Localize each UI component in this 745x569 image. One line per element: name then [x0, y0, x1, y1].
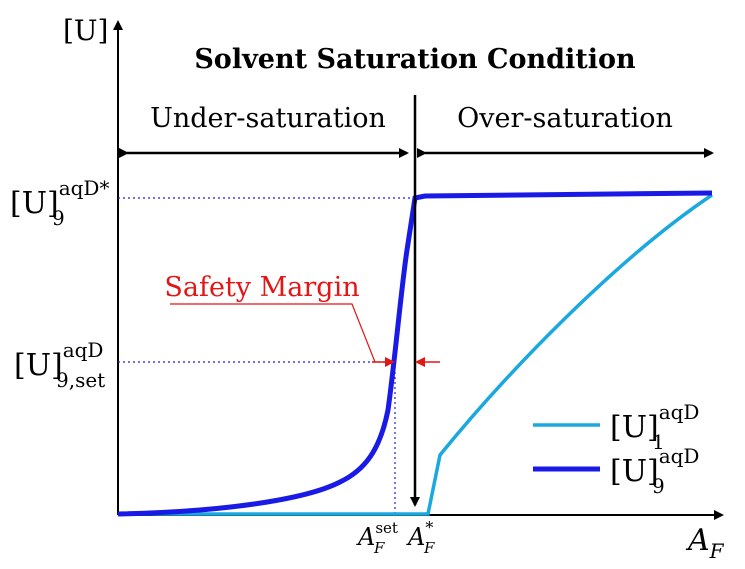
legend-series-u9-label: [U]aqD 9: [610, 444, 699, 498]
x-axis-label: AF: [685, 523, 725, 563]
y-axis-label: [U]: [63, 14, 108, 47]
over-saturation-label: Over-saturation: [457, 103, 673, 134]
chart-title: Solvent Saturation Condition: [194, 44, 636, 75]
xtick-setpoint-label: Aset F: [356, 519, 398, 557]
series-u1-curve: [118, 193, 713, 516]
safety-margin-leader: [170, 303, 376, 363]
under-saturation-label: Under-saturation: [150, 103, 386, 134]
series-u9-curve: [117, 190, 713, 517]
ytick-setpoint-label: [U]aqD 9,set: [14, 338, 105, 392]
ytick-saturation-label: [U]aqD* 9: [10, 176, 109, 230]
safety-margin-label: Safety Margin: [164, 272, 359, 303]
xtick-saturation-label: A* F: [406, 518, 435, 557]
legend-series-u1-label: [U]aqD 1: [610, 400, 699, 454]
